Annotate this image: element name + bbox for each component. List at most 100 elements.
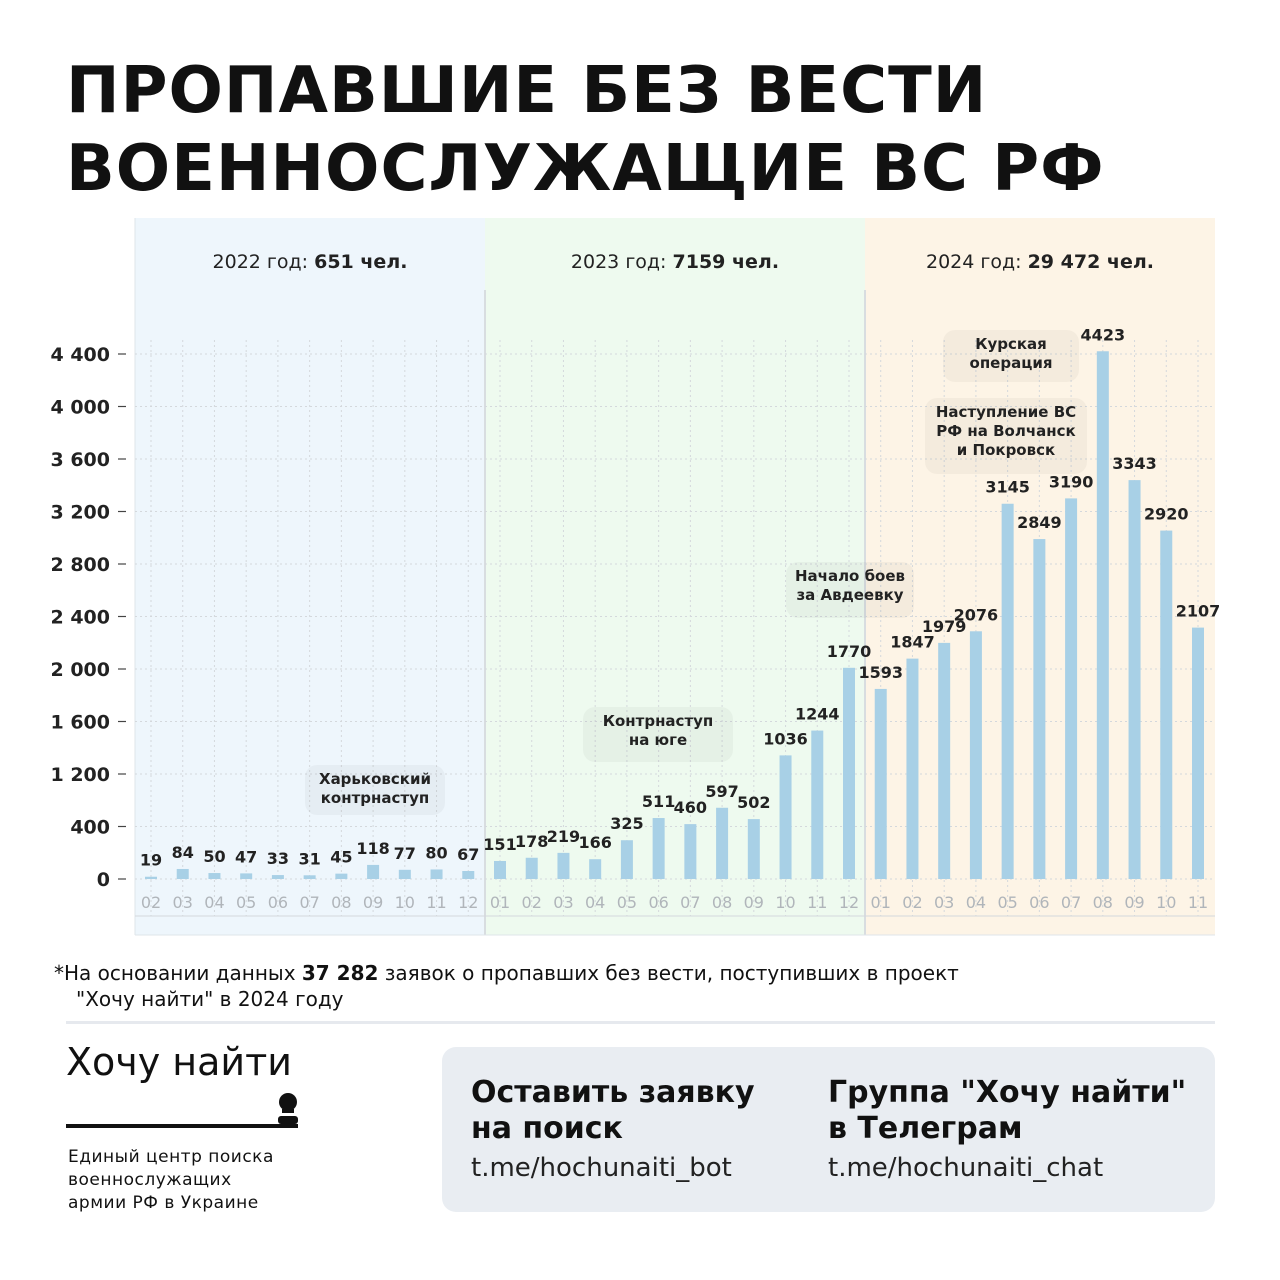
period-label: 2023 год: <box>571 251 673 273</box>
bar <box>652 818 665 879</box>
bar <box>684 824 697 879</box>
month-label: 05 <box>617 893 637 912</box>
bar <box>1192 627 1204 879</box>
annotation-text: операция <box>970 354 1053 372</box>
month-label: 02 <box>141 893 161 912</box>
chat-link[interactable]: t.me/hochunaiti_chat <box>828 1153 1104 1183</box>
month-label: 06 <box>268 893 288 912</box>
bar <box>1096 351 1109 879</box>
month-label: 11 <box>426 893 446 912</box>
bar-value-label: 50 <box>203 847 225 866</box>
period-total: 29 472 чел. <box>1028 251 1154 273</box>
bar-value-label: 33 <box>267 849 289 868</box>
bar <box>462 871 475 879</box>
bar <box>969 631 982 879</box>
annotation-text: на юге <box>629 731 687 749</box>
telegram-group-block: Группа "Хочу найти" в Телеграм t.me/hochu… <box>828 1075 1186 1183</box>
bar <box>1065 498 1078 879</box>
bar-value-label: 2849 <box>1017 513 1062 532</box>
period-panel <box>485 218 865 935</box>
brand-subtitle-line: армии РФ в Украине <box>68 1193 259 1213</box>
bar-value-label: 3145 <box>985 478 1030 497</box>
month-label: 05 <box>997 893 1017 912</box>
footnote: *На основании данных 37 282 заявок о про… <box>54 960 959 1012</box>
month-label: 01 <box>871 893 891 912</box>
month-label: 11 <box>807 893 827 912</box>
y-tick-label: 1 600 <box>51 712 111 734</box>
bar <box>906 658 919 879</box>
footnote-line-2: "Хочу найти" в 2024 году <box>76 987 344 1011</box>
group-heading: Группа "Хочу найти" в Телеграм <box>828 1075 1186 1147</box>
bar <box>208 873 221 879</box>
bar <box>874 688 887 879</box>
month-label: 01 <box>490 893 510 912</box>
month-label: 07 <box>680 893 700 912</box>
month-label: 12 <box>839 893 859 912</box>
bar-value-label: 2107 <box>1176 602 1221 621</box>
month-label: 04 <box>585 893 605 912</box>
bar <box>240 873 253 879</box>
bar-value-label: 325 <box>610 814 643 833</box>
bot-link[interactable]: t.me/hochunaiti_bot <box>471 1153 732 1183</box>
bar <box>589 859 602 879</box>
bar <box>811 730 824 879</box>
bar-value-label: 1593 <box>858 663 903 682</box>
period-total: 7159 чел. <box>673 251 780 273</box>
bar-value-label: 1036 <box>763 729 808 748</box>
annotation-text: за Авдеевку <box>796 586 903 604</box>
month-label: 06 <box>648 893 668 912</box>
month-label: 04 <box>966 893 986 912</box>
heading-line: на поиск <box>471 1111 623 1146</box>
y-tick-label: 2 800 <box>51 554 111 576</box>
bar <box>779 755 792 879</box>
period-header: 2023 год: 7159 чел. <box>571 251 779 273</box>
month-label: 08 <box>331 893 351 912</box>
y-tick-label: 3 200 <box>51 502 111 524</box>
bar-value-label: 3190 <box>1049 472 1094 491</box>
bar-value-label: 84 <box>172 843 194 862</box>
y-tick-label: 0 <box>97 869 110 891</box>
bar-value-label: 2076 <box>954 605 999 624</box>
title-line-2: ВОЕННОСЛУЖАЩИЕ ВС РФ <box>66 132 1105 206</box>
month-label: 02 <box>902 893 922 912</box>
y-tick-label: 2 000 <box>51 659 111 681</box>
footnote-prefix: *На основании данных <box>54 961 302 985</box>
bar-value-label: 47 <box>235 847 257 866</box>
annotation-text: контрнаступ <box>321 789 430 807</box>
heading-line: в Телеграм <box>828 1111 1023 1146</box>
bar <box>176 868 189 879</box>
missing-soldiers-bar-chart: 2022 год: 651 чел. 2023 год: 7159 чел. 202… <box>51 218 1221 936</box>
bar-value-label: 31 <box>299 849 321 868</box>
annotation-text: Харьковский <box>319 770 431 788</box>
bar-value-label: 67 <box>457 845 479 864</box>
annotation-text: Курская <box>975 335 1047 353</box>
bar <box>303 875 316 879</box>
y-tick-label: 4 000 <box>51 397 111 419</box>
month-label: 03 <box>553 893 573 912</box>
month-label: 10 <box>775 893 795 912</box>
month-label: 09 <box>1124 893 1144 912</box>
y-tick-label: 4 400 <box>51 344 111 366</box>
month-label: 10 <box>1156 893 1176 912</box>
bar-value-label: 166 <box>578 833 611 852</box>
bar-value-label: 597 <box>705 782 738 801</box>
brand-subtitle: Единый центр поиска военнослужащих армии… <box>68 1146 274 1215</box>
brand-subtitle-line: Единый центр поиска <box>68 1147 274 1167</box>
month-label: 05 <box>236 893 256 912</box>
bar <box>1033 539 1046 879</box>
page-title: ПРОПАВШИЕ БЕЗ ВЕСТИ ВОЕННОСЛУЖАЩИЕ ВС РФ <box>66 52 1105 208</box>
bar <box>557 852 570 879</box>
month-label: 07 <box>299 893 319 912</box>
bar-value-label: 45 <box>330 848 352 867</box>
bar <box>938 642 951 879</box>
bot-heading: Оставить заявку на поиск <box>471 1075 755 1147</box>
month-label: 03 <box>934 893 954 912</box>
contact-panel: Оставить заявку на поиск t.me/hochunaiti_… <box>442 1047 1215 1212</box>
footnote-suffix: заявок о пропавших без вести, поступивши… <box>378 961 959 985</box>
brand-name: Хочу найти <box>66 1040 292 1084</box>
month-label: 10 <box>395 893 415 912</box>
month-label: 02 <box>522 893 542 912</box>
period-header: 2024 год: 29 472 чел. <box>926 251 1154 273</box>
bar-value-label: 4423 <box>1081 325 1126 344</box>
period-label: 2022 год: <box>213 251 315 273</box>
